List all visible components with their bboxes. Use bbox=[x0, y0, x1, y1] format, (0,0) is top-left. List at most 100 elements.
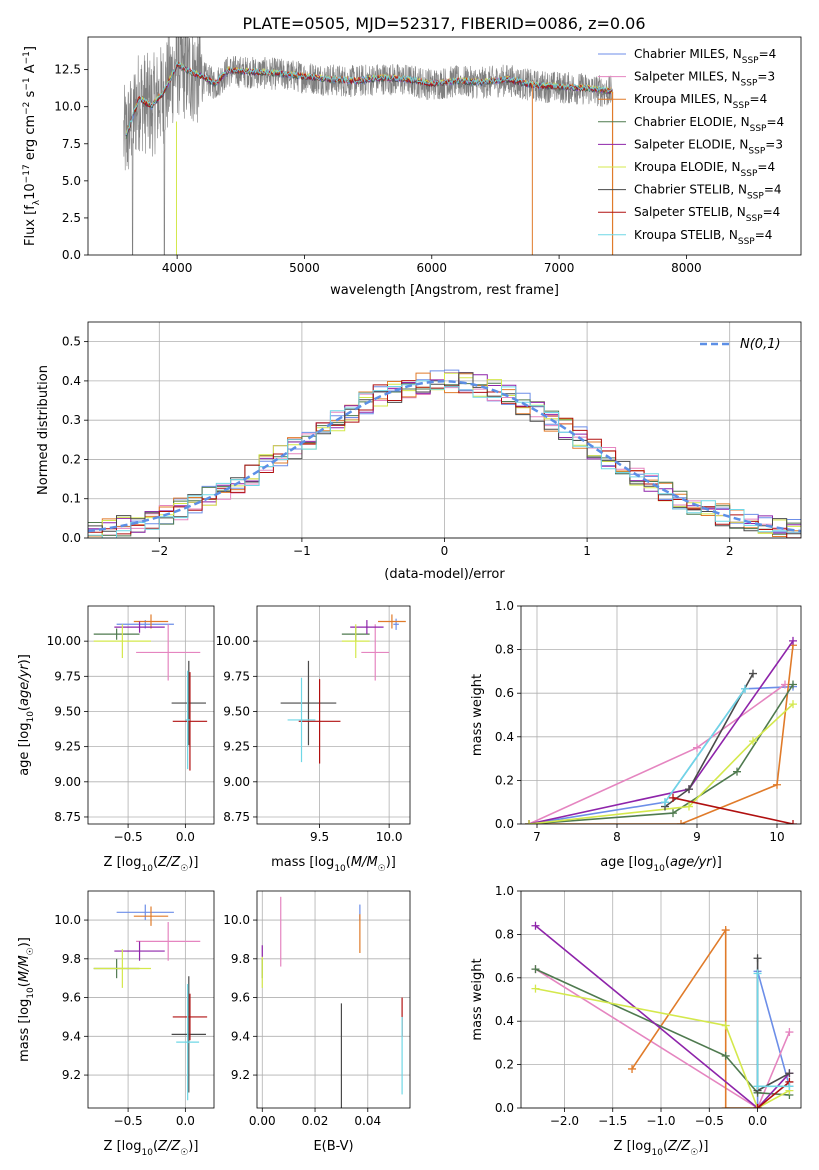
x-axis-label: age [log10(age/yr)] bbox=[600, 855, 722, 874]
label-part: SSP bbox=[748, 146, 765, 156]
y-tick-label: 0.0 bbox=[495, 817, 514, 831]
legend-label: Chabrier MILES, NSSP=4 bbox=[634, 47, 776, 66]
label-part: ☉ bbox=[690, 1148, 698, 1158]
label-part: SSP bbox=[746, 214, 763, 224]
label-part: A bbox=[23, 64, 38, 77]
label-part: mass [log bbox=[271, 855, 334, 870]
x-axis-label: mass [log10(M/M☉)] bbox=[271, 855, 396, 874]
weight-marker bbox=[785, 1069, 794, 1078]
label-part: =4 bbox=[759, 47, 777, 61]
label-part: ( bbox=[665, 855, 670, 870]
label-part: SSP bbox=[747, 192, 764, 202]
y-tick-label: 0.4 bbox=[495, 1014, 514, 1028]
label-part: −1 bbox=[22, 51, 32, 64]
axes-frame bbox=[87, 605, 215, 825]
y-tick-label: 10.0 bbox=[223, 913, 250, 927]
label-part: Z [log bbox=[104, 1139, 142, 1154]
label-part: age/yr bbox=[670, 855, 713, 870]
label-part: SSP bbox=[738, 237, 755, 247]
weight-marker bbox=[753, 969, 762, 978]
label-part: =3 bbox=[765, 137, 783, 151]
y-tick-label: 9.4 bbox=[231, 1029, 250, 1043]
histogram-kroupa-stelib bbox=[88, 380, 801, 538]
x-tick-label: 10.0 bbox=[376, 830, 403, 844]
weight-line-kroupa-stelib bbox=[664, 688, 746, 803]
weight-marker bbox=[789, 700, 797, 709]
y-axis-label: mass weight bbox=[470, 674, 485, 756]
normal-curve bbox=[88, 380, 801, 533]
label-part: ☉ bbox=[378, 864, 386, 874]
y-axis-label: mass [log10(M/M☉)] bbox=[17, 937, 36, 1062]
label-part: age [log bbox=[17, 723, 32, 776]
weight-marker bbox=[721, 1051, 730, 1060]
plot-area-weight_vs_age bbox=[525, 636, 797, 824]
y-tick-label: 9.25 bbox=[223, 740, 250, 754]
weight-marker bbox=[531, 965, 540, 974]
label-part: ( bbox=[17, 982, 32, 987]
label-part: 10 bbox=[653, 864, 665, 874]
label-part: =4 bbox=[766, 115, 784, 129]
x-tick-label: 0.0 bbox=[176, 830, 195, 844]
weight-marker bbox=[789, 636, 797, 645]
x-tick-label: 8 bbox=[613, 830, 621, 844]
x-axis-label: (data-model)/error bbox=[384, 567, 505, 582]
label-part: )] bbox=[188, 1139, 198, 1154]
errorbar-point bbox=[116, 904, 174, 921]
label-part: )] bbox=[386, 855, 396, 870]
weight-marker bbox=[721, 1021, 730, 1030]
label-part: Z [log bbox=[104, 855, 142, 870]
label-part: SSP bbox=[750, 124, 767, 134]
weight-marker bbox=[531, 921, 540, 930]
label-part: )] bbox=[17, 654, 32, 664]
x-tick-label: −1.5 bbox=[598, 1114, 627, 1128]
weight-marker bbox=[753, 1082, 762, 1091]
errorbar-point bbox=[93, 624, 151, 659]
y-tick-label: 10.00 bbox=[216, 634, 250, 648]
x-tick-label: 6000 bbox=[416, 261, 447, 275]
y-tick-label: 9.25 bbox=[54, 740, 81, 754]
y-tick-label: 0.2 bbox=[495, 1058, 514, 1072]
y-tick-label: 0.6 bbox=[495, 971, 514, 985]
y-tick-label: 8.75 bbox=[54, 810, 81, 824]
axes-frame bbox=[520, 605, 802, 825]
label-part: Kroupa ELODIE, N bbox=[634, 160, 741, 174]
label-part: ☉ bbox=[26, 947, 36, 955]
weight-marker bbox=[525, 820, 533, 824]
weight-marker bbox=[685, 802, 693, 811]
y-tick-label: 9.50 bbox=[54, 704, 81, 718]
weight-marker bbox=[669, 793, 677, 802]
weight-marker bbox=[773, 780, 781, 789]
errorbar-point bbox=[298, 679, 341, 764]
errorbar-point bbox=[361, 624, 390, 681]
label-part: Chabrier STELIB, N bbox=[634, 183, 747, 197]
errorbar-point bbox=[172, 672, 208, 771]
label-part: Chabrier ELODIE, N bbox=[634, 115, 750, 129]
errorbar-point bbox=[93, 949, 151, 988]
weight-line-salpeter-miles bbox=[535, 968, 791, 1108]
weight-marker bbox=[789, 820, 797, 824]
label-part: )] bbox=[698, 1139, 708, 1154]
y-axis-label: mass weight bbox=[470, 958, 485, 1040]
weight-marker bbox=[741, 684, 749, 693]
label-part: −1 bbox=[22, 77, 32, 90]
x-tick-label: −2 bbox=[150, 544, 168, 558]
x-tick-label: −1.0 bbox=[646, 1114, 675, 1128]
y-tick-label: 0.2 bbox=[62, 452, 81, 466]
x-tick-label: 10 bbox=[769, 830, 784, 844]
y-tick-label: 12.5 bbox=[54, 63, 81, 77]
weight-marker bbox=[661, 798, 669, 807]
plot-area-age_vs_Z bbox=[93, 614, 208, 771]
label-part: )] bbox=[188, 855, 198, 870]
label-part: −2 bbox=[22, 102, 32, 115]
x-tick-label: 0.0 bbox=[176, 1114, 195, 1128]
label-part: =4 bbox=[763, 205, 781, 219]
y-tick-label: 9.6 bbox=[62, 991, 81, 1005]
label-part: SSP bbox=[742, 56, 759, 66]
legend-label: Kroupa STELIB, NSSP=4 bbox=[634, 228, 772, 247]
label-part: =4 bbox=[764, 183, 782, 197]
legend-label: Chabrier STELIB, NSSP=4 bbox=[634, 183, 782, 202]
weight-marker bbox=[677, 820, 685, 824]
errorbar-point bbox=[136, 922, 201, 961]
